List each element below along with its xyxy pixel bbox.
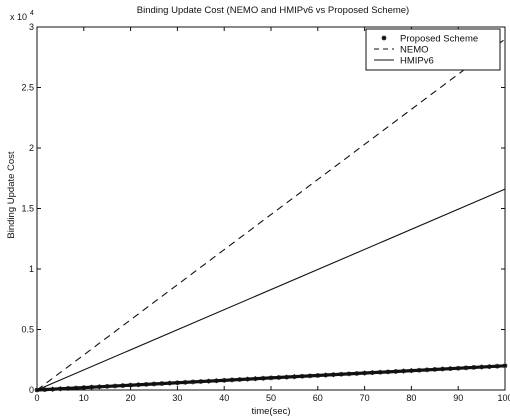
x-tick-label: 20 [126,393,136,403]
x-axis-ticks: 0 10 20 30 40 50 60 70 80 90 100 [34,27,510,403]
y-tick-label: 2 [29,143,34,153]
proposed-scheme-marker [58,386,63,392]
proposed-scheme-marker [276,375,282,380]
proposed-scheme-marker [253,376,258,382]
y-multiplier-label: x 10 [10,12,27,22]
proposed-scheme-marker [385,369,391,375]
y-tick-label: 1.5 [21,204,34,214]
proposed-scheme-marker [214,378,219,384]
proposed-scheme-marker [34,387,40,393]
legend-swatch-proposed-scheme [381,35,387,41]
x-tick-label: 50 [266,393,276,403]
proposed-scheme-marker [315,373,321,378]
proposed-scheme-marker [331,372,336,378]
series-layer [34,38,508,393]
proposed-scheme-marker [393,369,399,374]
x-tick-label: 80 [406,393,416,403]
proposed-scheme-marker [73,385,79,391]
y-tick-label: 0.5 [21,325,34,335]
proposed-scheme-marker [362,370,367,376]
proposed-scheme-marker [229,377,235,383]
proposed-scheme-marker [237,377,243,382]
proposed-scheme-marker [299,373,305,379]
proposed-scheme-marker [81,385,87,390]
proposed-scheme-marker [292,374,297,380]
plot-frame [36,26,506,391]
proposed-scheme-marker [502,363,508,369]
legend-box [365,28,501,71]
x-axis-label: time(sec) [251,406,290,417]
proposed-scheme-marker [245,376,250,382]
proposed-scheme-marker [151,381,157,387]
x-tick-label: 10 [79,393,89,403]
proposed-scheme-marker [323,372,328,378]
proposed-scheme-marker [65,385,71,391]
proposed-scheme-marker [284,374,289,380]
x-tick-label: 90 [453,393,463,403]
proposed-scheme-marker [455,365,461,371]
proposed-scheme-marker [479,364,484,370]
proposed-scheme-marker [112,383,118,389]
y-tick-label: 0 [29,385,34,395]
proposed-scheme-marker [346,371,352,377]
proposed-scheme-marker [401,368,406,374]
proposed-scheme-marker [448,366,453,372]
legend-label-hmipv6: HMIPv6 [400,56,434,67]
x-tick-label: 70 [360,393,370,403]
proposed-scheme-marker [268,375,274,381]
proposed-scheme-marker [260,375,266,381]
chart-title: Binding Update Cost (NEMO and HMIPv6 vs … [137,5,409,16]
y-multiplier-exponent: 4 [30,10,34,17]
proposed-scheme-marker [97,384,102,390]
y-tick-label: 1 [29,264,34,274]
proposed-scheme-marker [471,365,477,370]
proposed-scheme-marker [463,365,469,371]
x-tick-label: 60 [313,393,323,403]
x-tick-label: 40 [219,393,229,403]
legend-label-proposed-scheme: Proposed Scheme [400,34,478,45]
series-nemo-line [36,38,506,391]
proposed-scheme-marker [190,379,196,385]
legend-label-nemo: NEMO [400,45,429,56]
proposed-scheme-marker [307,373,313,379]
proposed-scheme-marker [50,386,55,392]
series-proposed-scheme [34,363,508,393]
proposed-scheme-marker [104,383,110,389]
series-hmipv6-line [36,188,506,391]
proposed-scheme-marker [338,371,344,377]
proposed-scheme-marker [494,363,500,369]
y-axis-label: Binding Update Cost [6,151,17,238]
x-tick-label: 30 [172,393,182,403]
proposed-scheme-marker [370,370,375,376]
y-tick-label: 2.5 [21,83,34,93]
proposed-scheme-marker [416,367,422,373]
proposed-scheme-marker [432,367,438,372]
proposed-scheme-marker [354,371,360,376]
plot-area [36,26,506,391]
proposed-scheme-marker [182,379,188,385]
proposed-scheme-marker [89,384,94,390]
proposed-scheme-marker [159,381,165,386]
proposed-scheme-marker [136,382,141,388]
proposed-scheme-marker [206,378,211,384]
y-axis-ticks: 0 0.5 1 1.5 2 2.5 3 [21,22,505,395]
proposed-scheme-marker [175,380,180,386]
proposed-scheme-marker [120,383,126,388]
proposed-scheme-marker [377,369,383,375]
proposed-scheme-marker [424,367,430,373]
proposed-scheme-marker [42,387,48,392]
proposed-scheme-marker [440,366,445,372]
x-tick-label: 100 [497,393,510,403]
y-tick-label: 3 [29,22,34,32]
proposed-scheme-marker [221,377,227,383]
proposed-scheme-marker [128,382,133,388]
x-tick-label: 0 [34,393,39,403]
proposed-scheme-marker [409,368,414,374]
proposed-scheme-marker [143,381,149,387]
proposed-scheme-marker [487,364,492,370]
proposed-scheme-marker [198,379,204,384]
proposed-scheme-marker [167,380,172,386]
